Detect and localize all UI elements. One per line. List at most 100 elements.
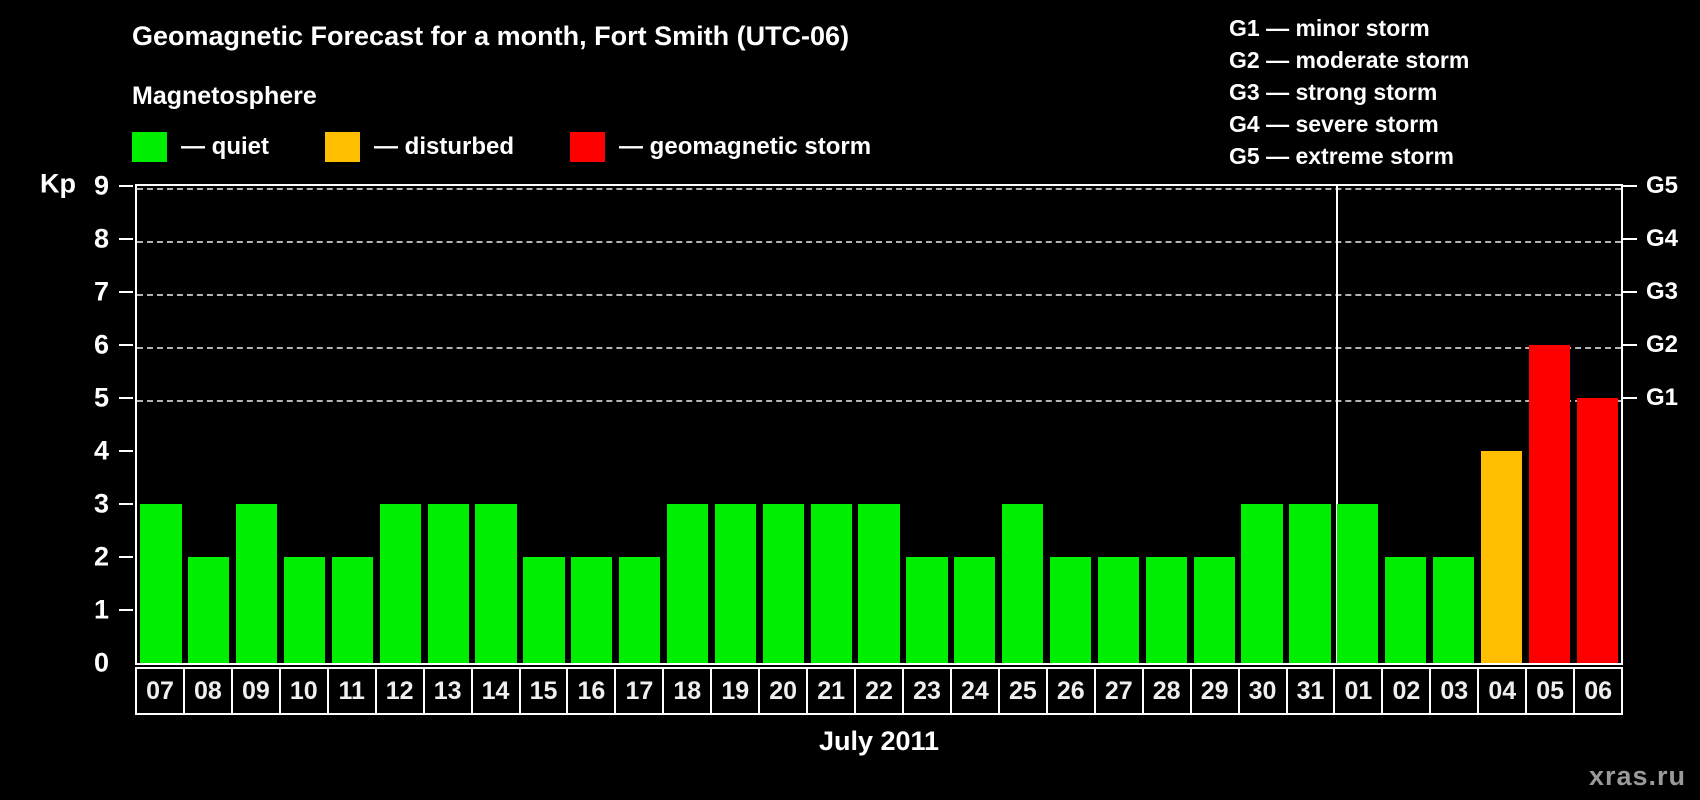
bar[interactable] xyxy=(523,557,565,663)
bar[interactable] xyxy=(1385,557,1427,663)
bar[interactable] xyxy=(571,557,613,663)
bar-cell-11[interactable] xyxy=(329,186,377,663)
g-tick-mark-G5 xyxy=(1623,185,1637,187)
day-label-26[interactable]: 26 xyxy=(1048,669,1096,713)
day-label-09[interactable]: 09 xyxy=(233,669,281,713)
day-label-20[interactable]: 20 xyxy=(760,669,809,713)
day-label-22[interactable]: 22 xyxy=(856,669,904,713)
bar-cell-18[interactable] xyxy=(664,186,712,663)
day-label-12[interactable]: 12 xyxy=(377,669,425,713)
bar-cell-07[interactable] xyxy=(137,186,185,663)
bar-cell-19[interactable] xyxy=(712,186,760,663)
day-label-25[interactable]: 25 xyxy=(1000,669,1048,713)
g-tick-mark-G2 xyxy=(1623,344,1637,346)
bar[interactable] xyxy=(1193,557,1235,663)
day-label-02[interactable]: 02 xyxy=(1383,669,1432,713)
bar-cell-08[interactable] xyxy=(185,186,233,663)
bar-cell-09[interactable] xyxy=(233,186,281,663)
gridline-kp-8 xyxy=(137,241,1621,243)
bar-cell-31[interactable] xyxy=(1286,186,1334,663)
bar[interactable] xyxy=(954,557,996,663)
bar-cell-16[interactable] xyxy=(568,186,616,663)
day-label-27[interactable]: 27 xyxy=(1096,669,1144,713)
bar-cell-24[interactable] xyxy=(951,186,999,663)
bar-cell-03[interactable] xyxy=(1430,186,1478,663)
bar[interactable] xyxy=(379,504,421,663)
bar-cell-10[interactable] xyxy=(281,186,329,663)
bar-cell-28[interactable] xyxy=(1142,186,1190,663)
day-label-14[interactable]: 14 xyxy=(473,669,521,713)
day-label-16[interactable]: 16 xyxy=(568,669,617,713)
day-label-17[interactable]: 17 xyxy=(616,669,665,713)
bar[interactable] xyxy=(1002,504,1044,663)
gridline-kp-9 xyxy=(137,188,1621,190)
day-label-29[interactable]: 29 xyxy=(1192,669,1240,713)
day-label-11[interactable]: 11 xyxy=(329,669,377,713)
bar-cell-13[interactable] xyxy=(424,186,472,663)
bar-cell-05[interactable] xyxy=(1525,186,1573,663)
bar[interactable] xyxy=(762,504,804,663)
bar-cell-30[interactable] xyxy=(1238,186,1286,663)
day-label-04[interactable]: 04 xyxy=(1479,669,1528,713)
bar[interactable] xyxy=(427,504,469,663)
bar[interactable] xyxy=(1289,504,1331,663)
bar-cell-23[interactable] xyxy=(903,186,951,663)
day-label-13[interactable]: 13 xyxy=(425,669,473,713)
bar[interactable] xyxy=(1097,557,1140,663)
bar[interactable] xyxy=(810,504,852,663)
bar-cell-06[interactable] xyxy=(1573,186,1621,663)
g-tick-label-G1: G1 xyxy=(1646,384,1679,411)
day-label-06[interactable]: 06 xyxy=(1584,676,1612,705)
day-label-15[interactable]: 15 xyxy=(521,669,569,713)
day-label-10[interactable]: 10 xyxy=(281,669,329,713)
day-label-01[interactable]: 01 xyxy=(1335,669,1384,713)
bar[interactable] xyxy=(666,504,709,663)
bar[interactable] xyxy=(858,504,900,663)
bar-cell-26[interactable] xyxy=(1047,186,1095,663)
day-label-24[interactable]: 24 xyxy=(952,669,1000,713)
day-label-03[interactable]: 03 xyxy=(1431,669,1480,713)
bar-cell-02[interactable] xyxy=(1382,186,1430,663)
chart-plot-area xyxy=(135,184,1623,665)
bar[interactable] xyxy=(1528,345,1570,663)
bar[interactable] xyxy=(140,504,182,663)
bar-cell-22[interactable] xyxy=(855,186,903,663)
day-label-08[interactable]: 08 xyxy=(185,669,233,713)
day-label-18[interactable]: 18 xyxy=(664,669,713,713)
bar-cell-27[interactable] xyxy=(1095,186,1143,663)
day-label-28[interactable]: 28 xyxy=(1144,669,1192,713)
disturbed-swatch xyxy=(325,132,360,162)
bar-cell-14[interactable] xyxy=(472,186,520,663)
bar[interactable] xyxy=(1480,451,1523,663)
bar[interactable] xyxy=(1337,504,1379,663)
bar-cell-21[interactable] xyxy=(807,186,855,663)
bar-cell-12[interactable] xyxy=(376,186,424,663)
day-label-19[interactable]: 19 xyxy=(712,669,761,713)
bar[interactable] xyxy=(619,557,661,663)
bar[interactable] xyxy=(188,557,230,663)
day-label-23[interactable]: 23 xyxy=(904,669,952,713)
bar[interactable] xyxy=(1576,398,1618,663)
bar[interactable] xyxy=(1145,557,1187,663)
day-label-30[interactable]: 30 xyxy=(1240,669,1288,713)
bar-cell-29[interactable] xyxy=(1190,186,1238,663)
bar[interactable] xyxy=(283,557,326,663)
bar[interactable] xyxy=(714,504,757,663)
bar[interactable] xyxy=(1432,557,1475,663)
bar-cell-15[interactable] xyxy=(520,186,568,663)
day-label-21[interactable]: 21 xyxy=(808,669,857,713)
bar[interactable] xyxy=(236,504,278,663)
bar-cell-01[interactable] xyxy=(1334,186,1382,663)
day-label-05[interactable]: 05 xyxy=(1527,669,1576,713)
bar[interactable] xyxy=(331,557,374,663)
bar[interactable] xyxy=(1049,557,1092,663)
bar[interactable] xyxy=(475,504,517,663)
day-label-31[interactable]: 31 xyxy=(1288,669,1336,713)
bar-cell-25[interactable] xyxy=(999,186,1047,663)
bar-cell-04[interactable] xyxy=(1478,186,1526,663)
bar-cell-20[interactable] xyxy=(759,186,807,663)
bar[interactable] xyxy=(906,557,948,663)
day-label-07[interactable]: 07 xyxy=(137,669,185,713)
bar-cell-17[interactable] xyxy=(616,186,664,663)
bar[interactable] xyxy=(1241,504,1283,663)
